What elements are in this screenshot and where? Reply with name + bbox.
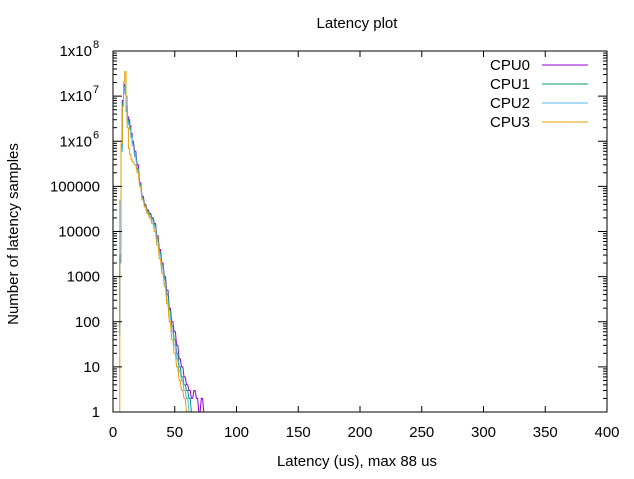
x-tick-label: 150 <box>286 424 311 441</box>
x-tick-label: 50 <box>166 424 183 441</box>
x-tick-label: 350 <box>533 424 558 441</box>
series-line-cpu2 <box>118 86 191 413</box>
x-axis: 0 50 100 150 200 250 300 350 400 <box>109 51 620 441</box>
x-tick-label: 0 <box>109 424 117 441</box>
x-tick-label: 200 <box>347 424 372 441</box>
y-tick-label: 1x10 <box>59 43 92 60</box>
legend-label-cpu1: CPU1 <box>490 76 530 93</box>
y-tick-label: 1000 <box>67 269 100 286</box>
x-tick-label: 100 <box>224 424 249 441</box>
y-tick-label: 1x10 <box>59 133 92 150</box>
y-tick-label: 10000 <box>58 224 100 241</box>
x-tick-label: 400 <box>594 424 619 441</box>
chart-title: Latency plot <box>317 15 399 32</box>
series-line-cpu3 <box>118 71 191 413</box>
y-tick-label-exponent: 7 <box>93 84 99 96</box>
plot-frame <box>112 50 608 413</box>
x-axis-label: Latency (us), max 88 us <box>277 453 437 470</box>
legend-label-cpu3: CPU3 <box>490 114 530 131</box>
y-tick-label: 1x10 <box>59 88 92 105</box>
y-axis-label: Number of latency samples <box>5 143 22 325</box>
legend-label-cpu2: CPU2 <box>490 95 530 112</box>
plot-area <box>118 71 223 413</box>
y-tick-label-exponent: 8 <box>93 39 99 51</box>
x-tick-label: 250 <box>409 424 434 441</box>
legend: CPU0 CPU1 CPU2 CPU3 <box>490 57 588 131</box>
y-tick-label: 1 <box>92 404 100 421</box>
x-tick-label: 300 <box>471 424 496 441</box>
y-tick-label: 100 <box>75 314 100 331</box>
y-tick-label: 100000 <box>50 178 100 195</box>
legend-label-cpu0: CPU0 <box>490 57 530 74</box>
series-line-cpu1 <box>118 85 196 413</box>
y-tick-label: 10 <box>83 359 100 376</box>
series-line-cpu0 <box>118 84 223 413</box>
y-tick-label-exponent: 6 <box>93 129 99 141</box>
